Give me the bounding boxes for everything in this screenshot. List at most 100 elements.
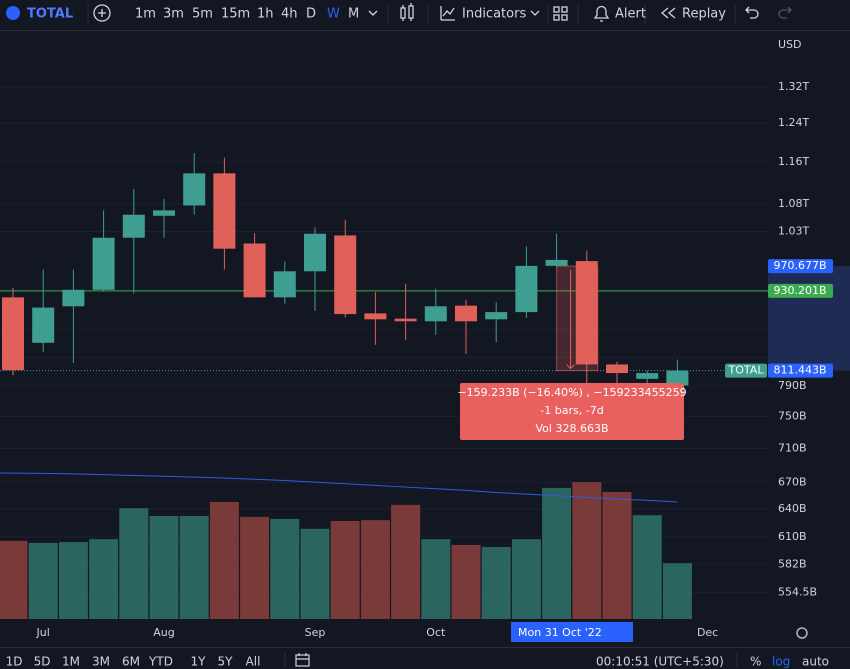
volume-bar xyxy=(572,482,602,619)
alert-button[interactable]: Alert xyxy=(615,7,646,22)
redo-icon[interactable] xyxy=(778,6,792,19)
range-button[interactable]: 1M xyxy=(62,655,80,669)
y-tick-label: 750B xyxy=(778,410,807,423)
interval-button[interactable]: 1h xyxy=(257,7,274,22)
range-button[interactable]: 6M xyxy=(122,655,140,669)
candle-body xyxy=(213,173,236,249)
candle-body xyxy=(153,210,175,216)
alert-icon[interactable] xyxy=(593,5,610,22)
y-tick-label: 582B xyxy=(778,557,807,570)
volume-bar xyxy=(270,518,300,619)
undo-icon[interactable] xyxy=(745,6,759,19)
price-line-label: 970.677B xyxy=(773,259,826,272)
interval-button[interactable]: 1m xyxy=(135,7,156,22)
volume-bar xyxy=(542,487,572,619)
replay-button[interactable]: Replay xyxy=(682,7,726,22)
range-button[interactable]: 3M xyxy=(92,655,110,669)
layout-icon[interactable] xyxy=(553,6,568,21)
add-symbol-icon[interactable] xyxy=(93,4,111,22)
candle-body xyxy=(92,237,115,290)
currency-label[interactable]: USD xyxy=(778,38,802,51)
measure-tooltip xyxy=(460,383,684,440)
candle-body xyxy=(62,289,85,307)
interval-button[interactable]: 15m xyxy=(221,7,250,22)
interval-chevron[interactable] xyxy=(368,10,378,16)
volume-bar xyxy=(421,539,451,619)
candle-body xyxy=(485,312,508,320)
indicators-icon[interactable] xyxy=(440,6,455,21)
last-price-label: 811.443B xyxy=(773,364,826,377)
indicators-chevron[interactable] xyxy=(530,10,540,16)
replay-icon[interactable] xyxy=(660,7,676,19)
range-button[interactable]: All xyxy=(246,655,261,669)
volume-bar xyxy=(360,520,390,619)
volume-bar xyxy=(179,516,209,619)
candle-body xyxy=(545,259,568,266)
interval-button[interactable]: 4h xyxy=(281,7,298,22)
price-line-label-box xyxy=(768,259,833,274)
candle-body xyxy=(304,233,326,272)
volume-bar xyxy=(240,516,270,619)
range-button[interactable]: 5Y xyxy=(218,655,234,669)
measure-tooltip-text: Vol 328.663B xyxy=(536,422,609,435)
volume-bar xyxy=(662,563,692,619)
x-tick-label: Dec xyxy=(697,626,718,639)
range-button[interactable]: 1D xyxy=(6,655,23,669)
range-button[interactable]: YTD xyxy=(148,655,173,669)
y-tick-label: 1.16T xyxy=(778,155,809,168)
measure-range xyxy=(556,265,599,372)
volume-bar xyxy=(300,528,330,619)
range-button[interactable]: 5D xyxy=(34,655,51,669)
percent-button[interactable]: % xyxy=(750,655,761,669)
y-tick-label: 710B xyxy=(778,441,807,454)
volume-bar xyxy=(89,539,119,619)
y-tick-label: 554.5B xyxy=(778,586,817,599)
y-tick-label: 1.32T xyxy=(778,80,809,93)
crosshair-label: Mon 31 Oct '22 xyxy=(518,626,602,639)
volume-bar xyxy=(119,508,149,619)
candle-body xyxy=(183,173,206,206)
y-tick-label: 1.03T xyxy=(778,224,809,237)
last-price-box xyxy=(768,363,833,378)
date-range-icon[interactable] xyxy=(295,653,310,667)
volume-bar xyxy=(632,515,662,619)
price-line-label: 930.201B xyxy=(773,284,826,297)
indicators-button[interactable]: Indicators xyxy=(462,7,526,22)
auto-button[interactable]: auto xyxy=(802,655,829,669)
volume-bar xyxy=(391,504,421,619)
settings-icon[interactable] xyxy=(796,627,808,639)
interval-button[interactable]: 3m xyxy=(163,7,184,22)
symbol-icon[interactable] xyxy=(6,6,20,20)
interval-button[interactable]: M xyxy=(348,7,359,22)
candle-body xyxy=(32,307,55,343)
range-button[interactable]: 1Y xyxy=(191,655,207,669)
measure-tooltip-text: -1 bars, -7d xyxy=(540,404,603,417)
interval-button[interactable]: W xyxy=(327,7,340,22)
candle-body xyxy=(364,313,387,320)
interval-button[interactable]: D xyxy=(306,7,316,22)
volume-bar xyxy=(602,492,632,619)
symbol-tag-box xyxy=(725,363,767,378)
volume-bar xyxy=(0,540,28,619)
candle-body xyxy=(666,370,689,386)
y-tick-label: 610B xyxy=(778,530,807,543)
y-tick-label: 1.08T xyxy=(778,197,809,210)
x-tick-label: Oct xyxy=(426,626,446,639)
clock[interactable]: 00:10:51 (UTC+5:30) xyxy=(596,655,724,669)
candle-body xyxy=(606,364,628,374)
candle-body xyxy=(424,306,447,322)
chart-type-icon[interactable] xyxy=(400,3,414,21)
symbol-name[interactable]: TOTAL xyxy=(27,7,73,22)
x-tick-label: Sep xyxy=(305,626,326,639)
interval-button[interactable]: 5m xyxy=(192,7,213,22)
candle-body xyxy=(515,265,538,313)
volume-bar xyxy=(209,501,239,619)
candle-body xyxy=(334,235,357,315)
candle-body xyxy=(394,318,417,322)
log-button[interactable]: log xyxy=(772,655,790,669)
measure-axis-band xyxy=(768,266,850,371)
candle-body xyxy=(243,243,266,298)
add-symbol-plus xyxy=(98,9,106,17)
